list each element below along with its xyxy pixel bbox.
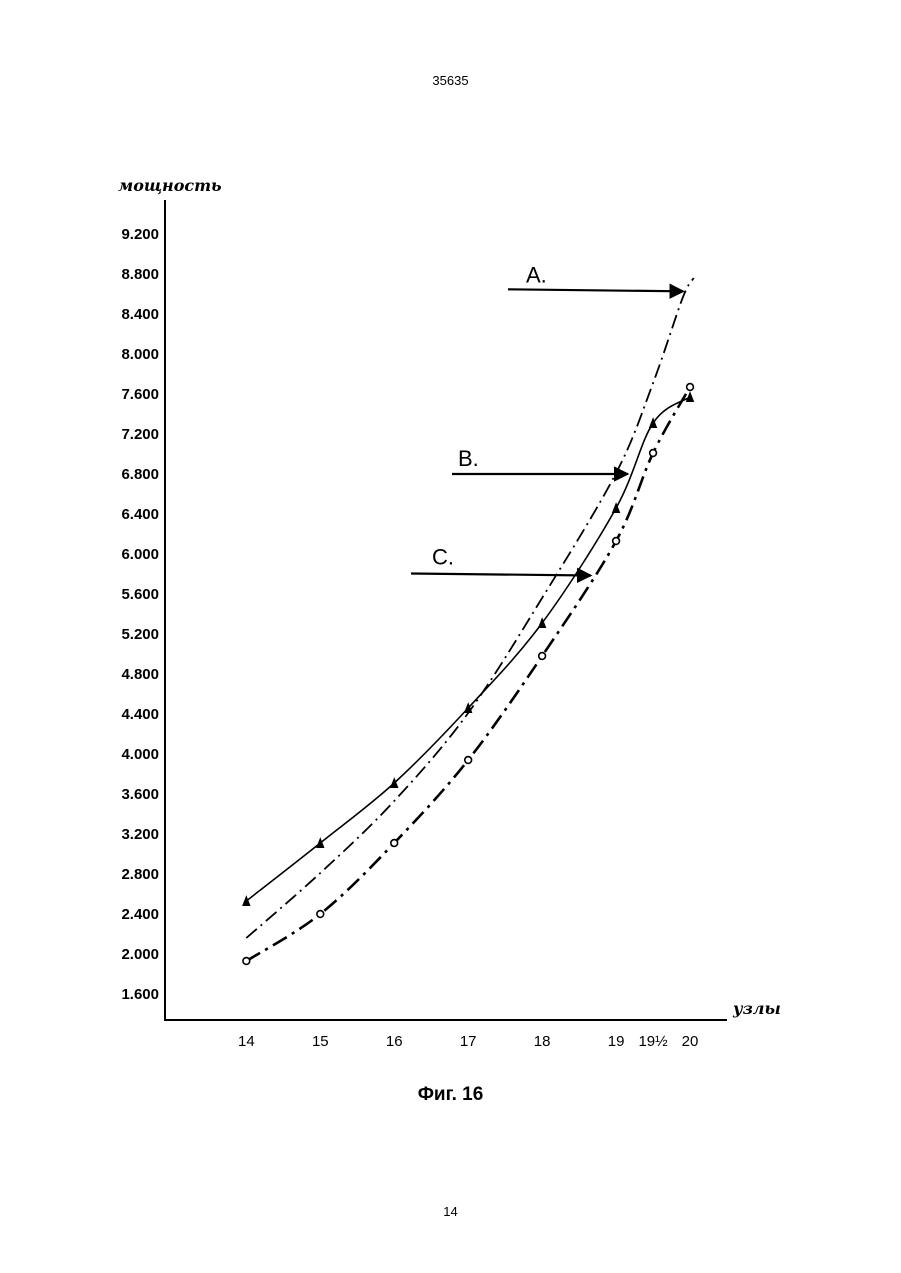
callout-label: A.	[526, 262, 547, 287]
data-point-circle	[650, 450, 657, 457]
data-point-circle	[687, 384, 694, 391]
y-tick-label: 7.200	[121, 426, 159, 443]
callout-arrow	[508, 289, 683, 291]
y-tick-label: 8.800	[121, 266, 159, 283]
y-tick-labels: 1.600 2.000 2.400 2.800 3.200 3.600 4.000 4.400…	[121, 226, 159, 1003]
y-tick-label: 4.400	[121, 706, 159, 723]
y-tick-label: 4.800	[121, 666, 159, 683]
y-tick-label: 5.200	[121, 626, 159, 643]
series-callouts: A. B. C.	[411, 262, 683, 575]
y-tick-label: 5.600	[121, 586, 159, 603]
x-tick-label: 14	[238, 1033, 255, 1050]
y-tick-label: 2.800	[121, 866, 159, 883]
y-tick-label: 1.600	[121, 986, 159, 1003]
data-point-triangle	[687, 393, 694, 402]
y-tick-label: 4.000	[121, 746, 159, 763]
x-tick-label: 18	[534, 1033, 551, 1050]
x-tick-label: 17	[460, 1033, 477, 1050]
callout-label: B.	[458, 446, 479, 471]
y-tick-label: 6.400	[121, 506, 159, 523]
x-tick-label: 20	[682, 1033, 699, 1050]
x-tick-label: 16	[386, 1033, 403, 1050]
y-tick-label: 7.600	[121, 386, 159, 403]
series-line-2	[246, 397, 690, 901]
y-axis-title: мощность	[118, 176, 222, 195]
y-tick-label: 3.600	[121, 786, 159, 803]
chart-series	[246, 278, 693, 961]
data-point-circle	[613, 538, 620, 545]
data-point-circle	[391, 840, 398, 847]
x-axis-title: узлы	[732, 999, 781, 1018]
y-tick-label: 6.800	[121, 466, 159, 483]
y-tick-label: 6.000	[121, 546, 159, 563]
data-point-circle	[243, 958, 250, 965]
page-number-bottom: 14	[0, 1204, 901, 1219]
y-tick-label: 3.200	[121, 826, 159, 843]
series-line-1	[246, 278, 693, 938]
y-tick-label: 2.000	[121, 946, 159, 963]
callout-label: C.	[432, 545, 454, 570]
x-tick-label: 19	[608, 1033, 625, 1050]
data-point-circle	[317, 911, 324, 918]
data-point-triangle	[243, 897, 250, 906]
x-tick-label: 19½	[638, 1033, 668, 1050]
data-point-triangle	[317, 839, 324, 848]
data-point-circle	[465, 757, 472, 764]
figure-caption: Фиг. 16	[0, 1084, 901, 1106]
x-tick-labels: 14 15 16 17 18 19 19½ 20	[238, 1033, 698, 1050]
y-tick-label: 2.400	[121, 906, 159, 923]
x-tick-label: 15	[312, 1033, 329, 1050]
y-tick-label: 8.400	[121, 306, 159, 323]
callout-arrow	[411, 574, 591, 576]
y-tick-label: 8.000	[121, 346, 159, 363]
data-point-circle	[539, 653, 546, 660]
y-tick-label: 9.200	[121, 226, 159, 243]
